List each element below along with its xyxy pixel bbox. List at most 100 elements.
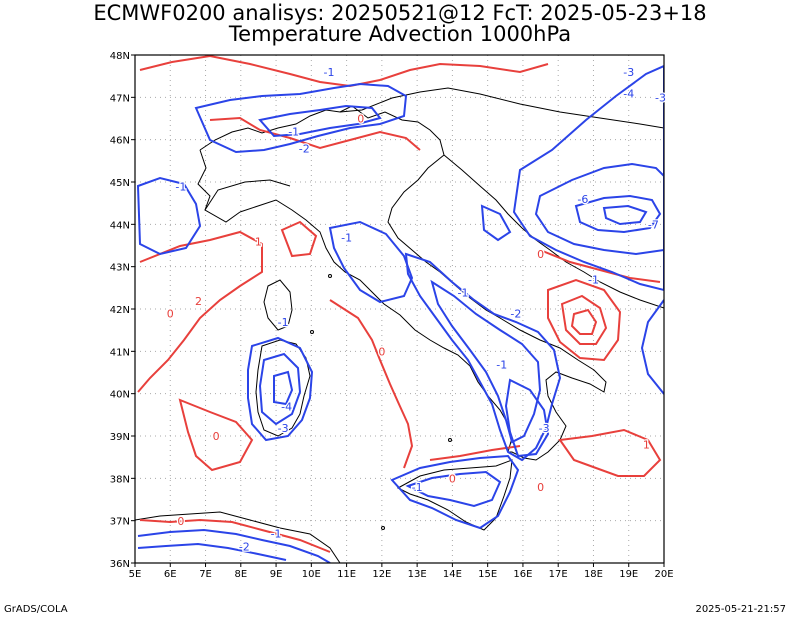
warm-contour-apulia-outer (547, 278, 622, 362)
contour-label: -2 (299, 142, 310, 155)
swiss-border (204, 179, 291, 211)
contour-label: -2 (510, 307, 521, 320)
lon-tick-label: 11E (337, 569, 356, 580)
contour-label: 1 (255, 236, 262, 249)
cold-contour-apennines (404, 252, 562, 462)
coastlines (135, 87, 664, 563)
contour-label: -1 (278, 316, 289, 329)
footer-left: GrADS/COLA (4, 604, 68, 615)
lat-tick-label: 41N (110, 347, 130, 358)
contour-label: 0 (357, 113, 364, 126)
contour-label: 0 (378, 346, 385, 359)
north-border (197, 149, 241, 223)
lat-tick-label: 47N (110, 93, 130, 104)
lat-tick-label: 39N (110, 432, 130, 443)
contour-label: -6 (577, 193, 588, 206)
contour-label: -7 (648, 219, 659, 232)
contour-label: 1 (643, 439, 650, 452)
contour-label: -1 (175, 180, 186, 193)
sicily (396, 459, 513, 531)
lon-tick-label: 9E (270, 569, 283, 580)
negative-contours (136, 64, 664, 563)
cold-contour-east-edge (640, 299, 664, 395)
lat-tick-label: 38N (110, 474, 130, 485)
cold-contour-france (136, 176, 202, 256)
cold-contour-east-outer (512, 64, 664, 292)
warm-contour-tyrrhenian (329, 299, 414, 469)
warm-contour-africa (139, 518, 331, 553)
cold-contour-tuscany (328, 220, 414, 304)
lon-tick-label: 19E (619, 569, 638, 580)
africa-coast (135, 511, 341, 563)
cold-contour-sardinia-mid (258, 352, 302, 426)
lon-tick-label: 5E (129, 569, 142, 580)
warm-contour-corsica (280, 220, 318, 258)
balkan-coast (443, 154, 664, 309)
cold-contour-sardinia-core (273, 370, 294, 406)
lat-tick-label: 48N (110, 51, 130, 62)
cold-contour-east-core (602, 204, 648, 226)
contour-label: -3 (278, 422, 289, 435)
lat-tick-label: 46N (110, 136, 130, 147)
lon-tick-label: 8E (234, 569, 247, 580)
lat-tick-label: 36N (110, 559, 130, 570)
lon-tick-label: 14E (443, 569, 462, 580)
cold-contour-alps-inner (258, 104, 382, 138)
warm-contour-po-valley (209, 116, 421, 151)
footer-right: 2025-05-21-21:57 (695, 604, 786, 615)
lon-tick-label: 15E (478, 569, 497, 580)
lon-tick-label: 13E (408, 569, 427, 580)
lat-tick-label: 37N (110, 517, 130, 528)
cold-contour-sicily-inner (405, 470, 502, 508)
contour-label: 0 (167, 307, 174, 320)
alpine-border (199, 105, 445, 156)
contour-label: 2 (195, 295, 202, 308)
cold-contour-calabria (504, 378, 550, 458)
positive-contours (137, 55, 662, 553)
axis-ticks: 5E 6E 7E 8E 9E 10E 11E 12E 13E 14E 15E 16E 17E 18E 19E… (110, 51, 674, 580)
warm-contour-east (539, 249, 661, 283)
austria-border (339, 87, 664, 129)
chart-title-line1: ECMWF0200 analisys: 20250521@12 FcT: 202… (93, 1, 707, 25)
chart-title-line2: Temperature Advection 1000hPa (228, 22, 572, 46)
contour-label: 0 (537, 248, 544, 261)
lon-tick-label: 18E (584, 569, 603, 580)
contour-label: -1 (496, 358, 507, 371)
cold-contour-east-inner (574, 194, 662, 234)
contour-label: -1 (588, 274, 599, 287)
lon-tick-label: 6E (164, 569, 177, 580)
warm-contour-apulia-core (570, 308, 598, 335)
corsica (263, 279, 293, 331)
contour-label: -3 (623, 66, 634, 79)
cold-contour-east-mid (534, 162, 664, 256)
contour-label: -3 (539, 422, 550, 435)
contour-label: -4 (623, 87, 634, 100)
cold-contour-adriatic-small (480, 204, 512, 242)
contour-label: -1 (271, 528, 282, 541)
lon-tick-label: 16E (513, 569, 532, 580)
contour-label: -2 (239, 540, 250, 553)
contour-label: -1 (412, 481, 423, 494)
lat-tick-label: 40N (110, 390, 130, 401)
lon-tick-label: 10E (302, 569, 321, 580)
graticule (135, 55, 664, 563)
lat-tick-label: 44N (110, 220, 130, 231)
warm-contour-apulia-mid (560, 294, 608, 345)
contour-label: 0 (213, 430, 220, 443)
contour-label: -1 (288, 125, 299, 138)
cold-contour-apennines-inner (430, 279, 542, 444)
warm-contour-ionian (558, 428, 662, 477)
cold-contour-sardinia-outer (247, 336, 314, 442)
contour-label: -4 (281, 401, 292, 414)
contour-label: -1 (341, 231, 352, 244)
warm-contour-north (139, 55, 549, 88)
lon-tick-label: 7E (199, 569, 212, 580)
lon-tick-label: 20E (654, 569, 673, 580)
cold-contour-africa (137, 528, 331, 563)
contour-label: 0 (177, 515, 184, 528)
italy-east-coast (387, 154, 607, 461)
lat-tick-label: 43N (110, 263, 130, 274)
contour-label: 0 (537, 481, 544, 494)
warm-contour-west-basin (137, 230, 263, 393)
